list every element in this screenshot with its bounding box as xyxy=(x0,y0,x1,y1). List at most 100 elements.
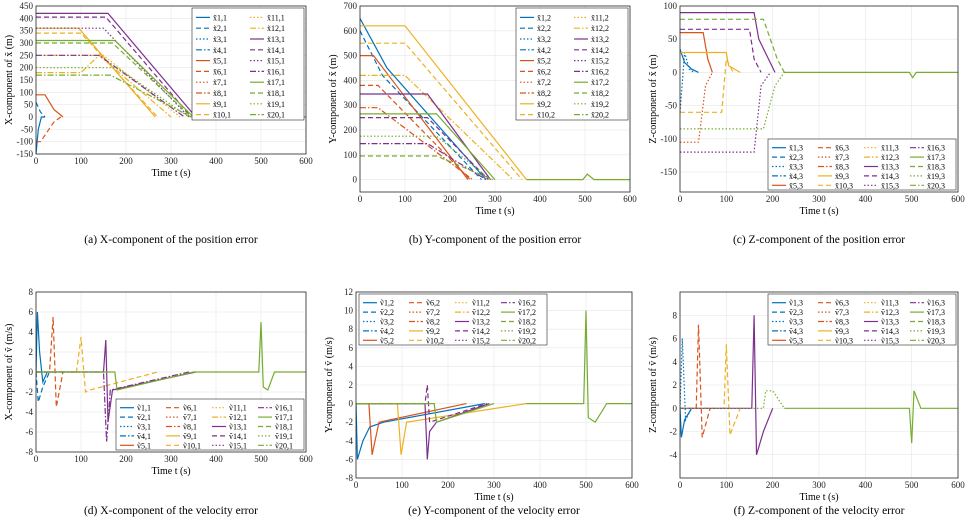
legend-entry: x̃11,3 xyxy=(881,144,899,153)
legend-entry: ṽ9,2 xyxy=(426,327,440,336)
legend-entry: ṽ3,1 xyxy=(137,423,151,432)
y-axis-label: Z-component of ṽ (m/s) xyxy=(648,337,659,433)
y-axis-label: X-component of ṽ (m/s) xyxy=(4,324,15,421)
chart-d: 0 100 200 300 400 500 600 -8 -6 -4 -2 0 2 4 6 8 Time t (… xyxy=(4,287,313,517)
legend-entry: x̃3,1 xyxy=(213,35,227,44)
series-line xyxy=(360,42,523,180)
y-tick-label: -4 xyxy=(26,407,34,417)
y-tick-label: 0 xyxy=(29,367,34,377)
legend-entry: x̃20,3 xyxy=(927,181,945,190)
series-line xyxy=(680,72,713,143)
x-tick-label: 300 xyxy=(164,454,178,464)
x-tick-label: 200 xyxy=(766,480,780,490)
y-tick-label: 4 xyxy=(29,327,34,337)
y-tick-label: 0 xyxy=(673,403,678,413)
chart-caption: (a) X-component of the position error xyxy=(84,234,258,246)
series-line xyxy=(360,74,514,181)
y-tick-label: 100 xyxy=(20,87,34,97)
x-tick-label: 0 xyxy=(354,480,359,490)
series-line xyxy=(36,27,156,118)
x-axis-label: Time t (s) xyxy=(474,492,513,503)
legend-entry: ṽ10,2 xyxy=(426,336,444,345)
legend-entry: x̃14,2 xyxy=(591,46,609,55)
series-line xyxy=(680,51,741,73)
y-tick-label: 200 xyxy=(344,125,358,135)
x-tick-label: 400 xyxy=(859,194,873,204)
x-tick-label: 200 xyxy=(441,480,455,490)
y-tick-label: 6 xyxy=(349,343,354,353)
y-tick-label: 0 xyxy=(673,67,678,77)
series-group xyxy=(36,311,306,443)
y-tick-label: -8 xyxy=(346,473,354,483)
legend-entry: x̃5,2 xyxy=(537,57,551,66)
legend-entry: ṽ13,1 xyxy=(229,423,247,432)
legend-entry: x̃19,1 xyxy=(267,100,285,109)
series-line xyxy=(526,173,630,181)
series-line xyxy=(36,12,197,118)
legend-entry: ṽ5,2 xyxy=(380,336,394,345)
series-line xyxy=(680,338,693,423)
legend-entry: x̃7,1 xyxy=(213,78,227,87)
legend-entry: x̃19,3 xyxy=(927,172,945,181)
plot-frame xyxy=(359,5,631,193)
series-group xyxy=(680,315,958,455)
legend-box xyxy=(115,398,305,451)
y-tick-label: 400 xyxy=(20,13,34,23)
y-axis-label: X-component of x̃ (m) xyxy=(4,35,15,125)
series-line xyxy=(36,27,190,118)
x-tick-label: 0 xyxy=(34,156,39,166)
x-tick-label: 400 xyxy=(533,480,547,490)
legend-entry: x̃4,3 xyxy=(789,172,803,181)
legend-entry: x̃10,2 xyxy=(537,111,555,120)
series-line xyxy=(680,31,713,73)
y-tick-label: 10 xyxy=(344,306,354,316)
legend-entry: ṽ4,3 xyxy=(789,327,803,336)
y-tick-label: 350 xyxy=(20,26,34,36)
legend-entry: ṽ8,3 xyxy=(835,318,849,327)
y-tick-label: -4 xyxy=(670,450,678,460)
legend-entry: x̃10,3 xyxy=(835,181,853,190)
series-line xyxy=(356,403,467,455)
series-line xyxy=(36,39,194,118)
chart-e: 0 100 200 300 400 500 600 -8 -6 -4 -2 0 2 4 6 8 10 12 Time… xyxy=(324,287,639,517)
legend-entry: x̃6,2 xyxy=(537,67,551,76)
series-line xyxy=(36,54,181,118)
legend-entry: x̃6,1 xyxy=(213,67,227,76)
legend-entry: x̃2,1 xyxy=(213,24,227,33)
y-tick-label: -100 xyxy=(17,137,34,147)
series-group xyxy=(356,310,632,460)
x-tick-label: 400 xyxy=(859,480,873,490)
legend-entry: x̃15,3 xyxy=(881,181,899,190)
legend-entry: x̃3,3 xyxy=(789,163,803,172)
legend-entry: x̃13,3 xyxy=(881,163,899,172)
legend-entry: x̃11,1 xyxy=(267,13,285,22)
series-line xyxy=(680,72,785,130)
legend-entry: x̃15,1 xyxy=(267,57,285,66)
plot-frame xyxy=(35,291,307,453)
y-tick-label: -2 xyxy=(346,417,354,427)
y-tick-label: 100 xyxy=(664,1,678,11)
x-tick-label: 400 xyxy=(533,194,547,204)
y-tick-label: 0 xyxy=(349,399,354,409)
series-line xyxy=(356,384,488,424)
legend-entry: ṽ13,3 xyxy=(881,318,899,327)
x-tick-label: 500 xyxy=(579,480,593,490)
series-line xyxy=(36,116,62,143)
legend: ṽ1,3 ṽ6,3 ṽ11,3 ṽ16,3 ṽ2,3 ṽ7,3 ṽ12,3 ṽ17,3 ṽ3,3… xyxy=(767,293,957,346)
x-tick-label: 100 xyxy=(74,454,88,464)
x-tick-label: 200 xyxy=(443,194,457,204)
x-tick-label: 300 xyxy=(164,156,178,166)
legend-entry: x̃17,2 xyxy=(591,78,609,87)
legend-entry: x̃9,2 xyxy=(537,100,551,109)
series-line xyxy=(526,310,632,424)
y-tick-label: 12 xyxy=(344,287,353,297)
y-tick-label: 100 xyxy=(344,150,358,160)
legend-entry: ṽ1,1 xyxy=(137,404,151,413)
y-tick-label: 500 xyxy=(344,51,358,61)
legend-entry: ṽ17,2 xyxy=(518,308,536,317)
legend-entry: ṽ18,3 xyxy=(927,318,945,327)
legend-entry: x̃8,3 xyxy=(835,163,849,172)
y-tick-label: 600 xyxy=(344,26,358,36)
x-axis-label: Time t (s) xyxy=(151,466,190,477)
